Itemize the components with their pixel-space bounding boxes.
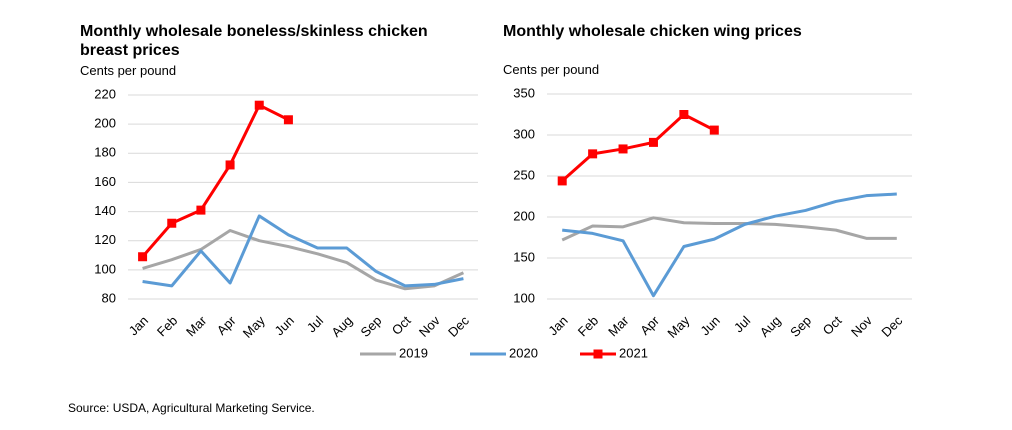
y-tick-label: 200 [513, 208, 535, 223]
y-tick-label: 300 [513, 126, 535, 141]
y-axis-label: Cents per pound [503, 62, 600, 77]
point [167, 218, 177, 228]
point [648, 137, 658, 147]
x-tick-label: Mar [183, 312, 210, 339]
x-tick-label: Sep [357, 313, 384, 340]
x-tick-label: Jul [731, 313, 753, 335]
series-line: 2021 [561, 113, 715, 183]
point [254, 100, 264, 110]
legend-marker [593, 349, 603, 359]
y-axis-label: Cents per pound [80, 63, 177, 78]
series-line: 2019 [561, 216, 897, 242]
y-tick-label: 150 [513, 249, 535, 264]
y-tick-label: 200 [94, 116, 116, 131]
x-tick-label: May [240, 313, 268, 341]
x-tick-label: Nov [848, 313, 875, 340]
x-tick-label: Jan [126, 313, 151, 338]
y-tick-label: 350 [513, 85, 535, 100]
chart-title: Monthly wholesale chicken wing prices [503, 23, 802, 40]
point [283, 115, 293, 125]
x-tick-label: Dec [878, 313, 905, 340]
point [196, 205, 206, 215]
y-tick-label: 250 [513, 167, 535, 182]
y-tick-label: 220 [94, 86, 116, 101]
series-line: 2020 [142, 214, 464, 288]
x-tick-label: Jun [697, 313, 722, 338]
y-tick-label: 100 [513, 290, 535, 305]
x-tick-label: Dec [445, 313, 472, 340]
x-tick-label: Oct [820, 313, 845, 338]
series-line: 2020 [562, 192, 897, 298]
x-tick-label: Oct [389, 313, 414, 338]
x-tick-label: Aug [757, 313, 784, 340]
x-tick-label: Jul [304, 313, 326, 335]
x-tick-label: Apr [214, 312, 239, 337]
y-tick-label: 160 [94, 174, 116, 189]
point [557, 176, 567, 186]
chart-title: Monthly wholesale boneless/skinless chic… [80, 23, 428, 59]
series-line: 2021 [141, 103, 290, 258]
legend-label: 2021 [619, 345, 648, 360]
series-line: 2019 [142, 229, 465, 291]
x-tick-label: Jan [545, 313, 570, 338]
point [225, 160, 235, 170]
y-tick-label: 180 [94, 145, 116, 160]
legend-label: 2020 [509, 345, 538, 360]
legend-label: 2019 [399, 345, 428, 360]
x-tick-label: Feb [154, 313, 180, 339]
y-tick-label: 80 [102, 290, 116, 305]
x-tick-label: Feb [575, 313, 601, 339]
y-tick-label: 140 [94, 203, 116, 218]
source-note: Source: USDA, Agricultural Marketing Ser… [68, 401, 315, 415]
point [709, 125, 719, 135]
x-tick-label: Apr [637, 312, 662, 337]
point [138, 252, 148, 262]
point [618, 144, 628, 154]
x-tick-label: May [664, 313, 692, 341]
x-tick-label: Mar [605, 312, 632, 339]
x-tick-label: Aug [328, 313, 355, 340]
x-tick-label: Jun [272, 313, 297, 338]
point [679, 110, 689, 119]
x-tick-label: Sep [787, 313, 814, 340]
y-tick-label: 100 [94, 261, 116, 276]
point [588, 149, 598, 159]
y-tick-label: 120 [94, 232, 116, 247]
x-tick-label: Nov [416, 313, 443, 340]
